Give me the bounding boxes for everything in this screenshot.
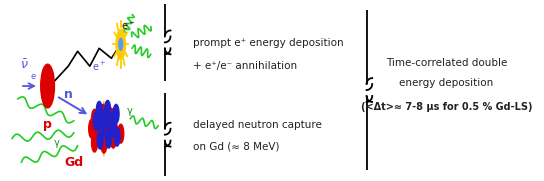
Text: n: n bbox=[64, 88, 73, 101]
Ellipse shape bbox=[99, 120, 105, 139]
Text: prompt e⁺ energy deposition: prompt e⁺ energy deposition bbox=[193, 38, 344, 48]
Ellipse shape bbox=[104, 100, 110, 119]
Ellipse shape bbox=[101, 134, 107, 153]
Ellipse shape bbox=[41, 64, 54, 108]
Ellipse shape bbox=[116, 30, 126, 59]
Ellipse shape bbox=[94, 125, 100, 144]
Text: energy deposition: energy deposition bbox=[399, 78, 493, 88]
Text: e: e bbox=[30, 72, 36, 81]
Ellipse shape bbox=[97, 114, 103, 133]
Ellipse shape bbox=[108, 120, 113, 139]
Ellipse shape bbox=[114, 127, 120, 146]
Ellipse shape bbox=[110, 112, 116, 131]
Ellipse shape bbox=[91, 133, 97, 152]
Text: e$^-$: e$^-$ bbox=[121, 21, 135, 32]
Ellipse shape bbox=[106, 129, 112, 148]
Ellipse shape bbox=[106, 114, 112, 133]
Text: on Gd (≈ 8 MeV): on Gd (≈ 8 MeV) bbox=[193, 142, 280, 151]
Text: γ: γ bbox=[54, 138, 60, 148]
Text: $\bar{\nu}$: $\bar{\nu}$ bbox=[21, 59, 29, 72]
Ellipse shape bbox=[108, 108, 114, 127]
Text: Gd: Gd bbox=[64, 156, 83, 169]
Ellipse shape bbox=[89, 119, 95, 138]
Ellipse shape bbox=[96, 101, 102, 120]
Text: + e⁺/e⁻ annihilation: + e⁺/e⁻ annihilation bbox=[193, 61, 297, 71]
Text: γ: γ bbox=[127, 106, 133, 116]
Text: (<Δt>≈ 7-8 μs for 0.5 % Gd-LS): (<Δt>≈ 7-8 μs for 0.5 % Gd-LS) bbox=[361, 102, 532, 112]
Ellipse shape bbox=[113, 104, 119, 123]
Ellipse shape bbox=[110, 129, 116, 148]
Ellipse shape bbox=[119, 38, 122, 50]
Ellipse shape bbox=[103, 125, 109, 144]
Ellipse shape bbox=[97, 130, 103, 149]
Ellipse shape bbox=[100, 104, 106, 123]
Text: p: p bbox=[43, 118, 52, 131]
Ellipse shape bbox=[102, 109, 108, 128]
Ellipse shape bbox=[118, 124, 123, 143]
Ellipse shape bbox=[91, 109, 97, 128]
Polygon shape bbox=[95, 101, 113, 157]
Ellipse shape bbox=[111, 119, 117, 138]
Ellipse shape bbox=[94, 111, 100, 130]
Text: delayed neutron capture: delayed neutron capture bbox=[193, 120, 322, 130]
Text: e$^+$: e$^+$ bbox=[92, 60, 106, 73]
Text: Time-correlated double: Time-correlated double bbox=[386, 58, 507, 68]
